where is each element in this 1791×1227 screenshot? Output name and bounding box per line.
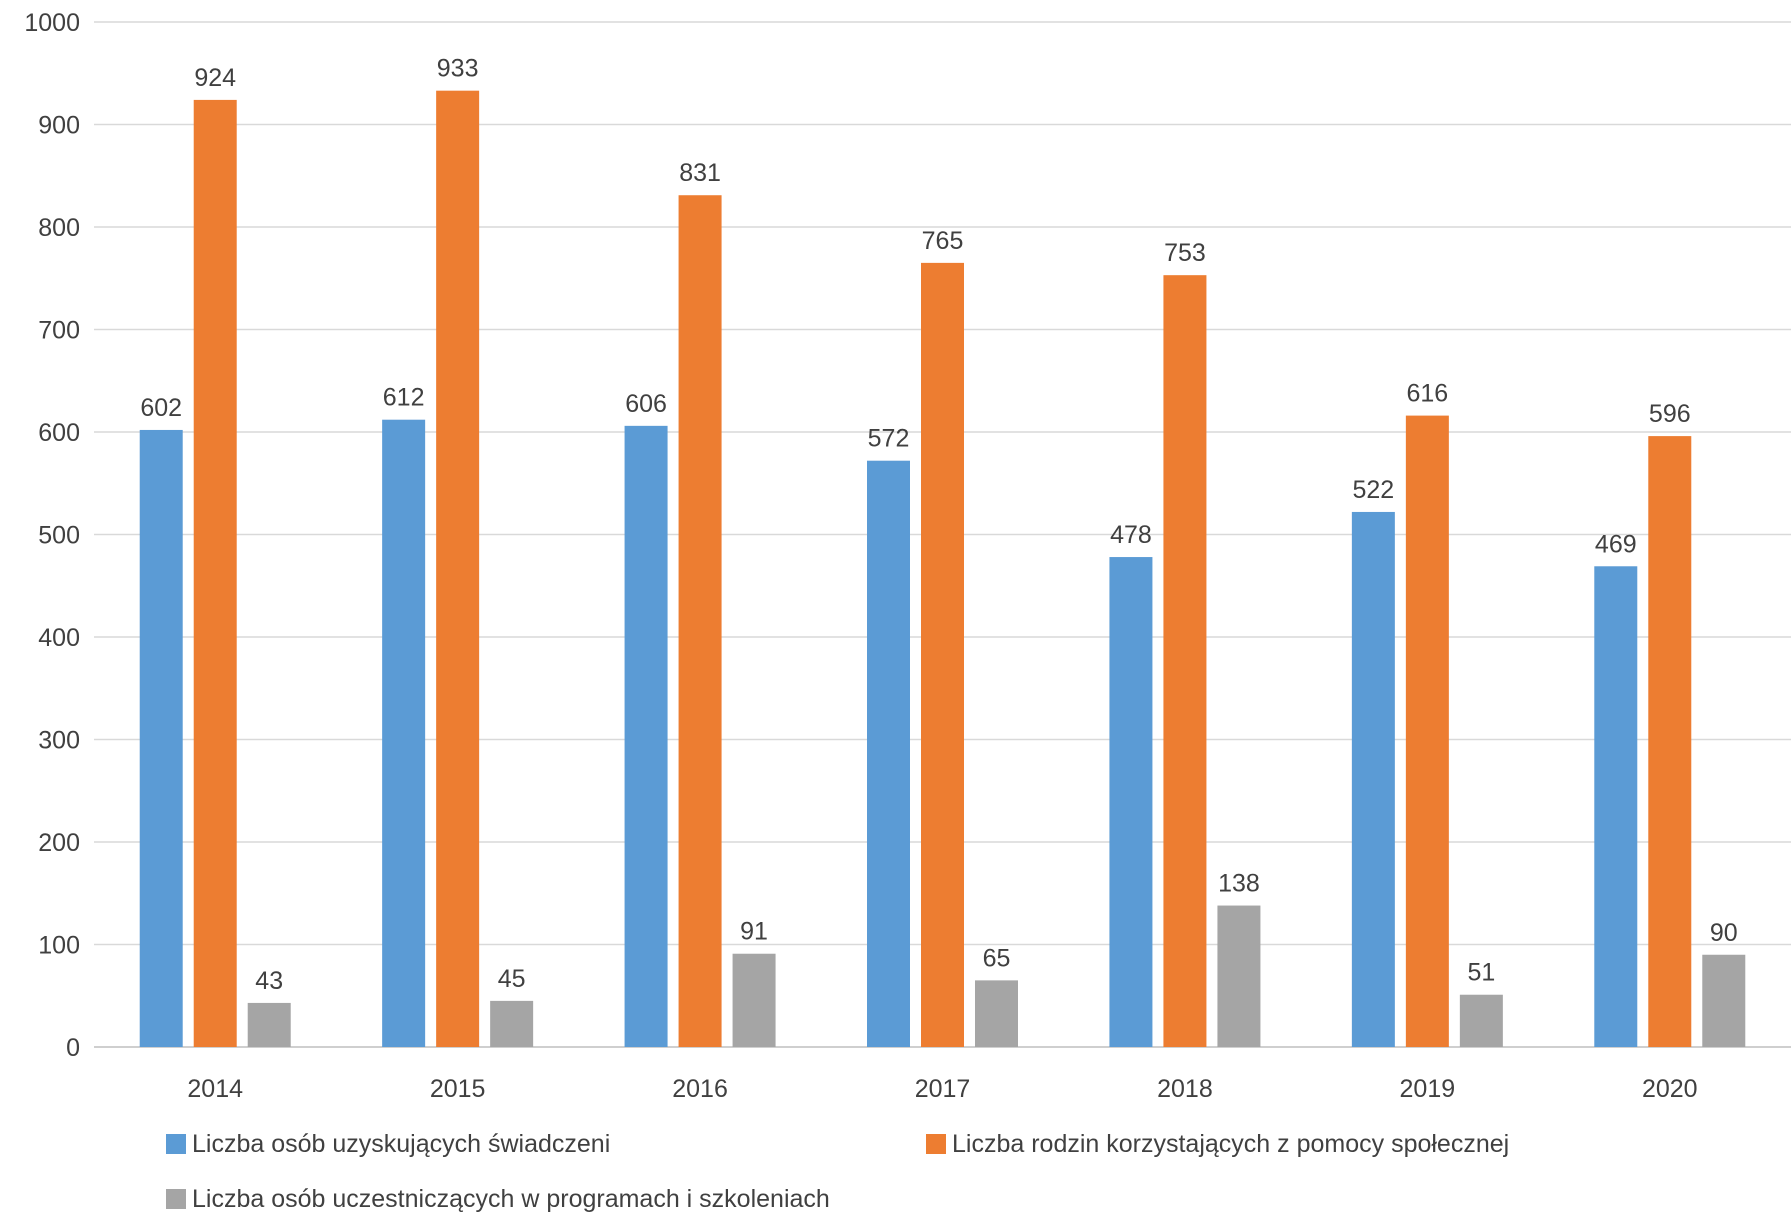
data-label: 90	[1710, 919, 1738, 947]
data-label: 572	[868, 425, 910, 453]
data-label: 765	[922, 227, 964, 255]
bar-2019-series-3	[1459, 994, 1503, 1047]
data-label: 45	[498, 965, 526, 993]
bar-2015-series-2	[436, 90, 480, 1048]
bars	[139, 90, 1746, 1048]
data-label: 51	[1467, 959, 1495, 987]
bar-2015-series-1	[382, 419, 426, 1047]
bar-2014-series-2	[193, 99, 237, 1047]
y-tick-label: 500	[38, 522, 80, 550]
bar-2018-series-3	[1217, 905, 1261, 1047]
bar-2014-series-3	[247, 1002, 291, 1047]
y-tick-label: 800	[38, 214, 80, 242]
data-label: 612	[383, 384, 425, 412]
y-tick-label: 1000	[24, 9, 80, 37]
data-label: 91	[740, 918, 768, 946]
y-tick-label: 700	[38, 317, 80, 345]
bar-2016-series-2	[678, 195, 722, 1048]
y-tick-label: 200	[38, 829, 80, 857]
x-tick-label: 2017	[915, 1075, 971, 1103]
data-label: 478	[1110, 521, 1152, 549]
legend-swatch-2	[926, 1134, 946, 1154]
bar-2020-series-1	[1594, 566, 1638, 1047]
data-label: 596	[1649, 400, 1691, 428]
bar-2020-series-3	[1702, 954, 1746, 1047]
bar-2017-series-3	[975, 980, 1018, 1047]
legend-label-3: Liczba osób uczestniczących w programach…	[192, 1185, 830, 1213]
x-axis-ticks: 2014 2015 2016 2017 2018 2019 2020	[187, 1075, 1697, 1103]
bar-2017-series-2	[921, 262, 964, 1047]
x-tick-label: 2014	[187, 1075, 243, 1103]
y-tick-label: 600	[38, 419, 80, 447]
legend: Liczba osób uzyskujących świadczeni Liczb…	[166, 1130, 1509, 1213]
data-label: 65	[983, 944, 1011, 972]
legend-swatch-1	[166, 1134, 186, 1154]
bar-2018-series-2	[1163, 275, 1207, 1047]
data-label: 522	[1352, 476, 1394, 504]
data-label: 469	[1595, 530, 1637, 558]
y-axis-ticks: 0 100 200 300 400 500 600 700 800 900 1000	[24, 9, 80, 1062]
data-label: 933	[437, 55, 479, 83]
bar-2017-series-1	[867, 460, 910, 1047]
y-tick-label: 100	[38, 932, 80, 960]
x-tick-label: 2019	[1400, 1075, 1456, 1103]
bar-2019-series-1	[1351, 511, 1395, 1047]
x-tick-label: 2018	[1157, 1075, 1213, 1103]
data-label: 43	[255, 967, 283, 995]
data-label: 753	[1164, 239, 1206, 267]
data-label: 138	[1218, 870, 1260, 898]
legend-swatch-3	[166, 1189, 186, 1209]
bar-2015-series-3	[490, 1000, 534, 1047]
data-label: 616	[1406, 380, 1448, 408]
bar-2016-series-3	[732, 953, 776, 1047]
data-labels: 602 924 43 612 933 45 606 831 91 572 765 65 478 753 13…	[140, 55, 1737, 995]
x-tick-label: 2015	[430, 1075, 486, 1103]
y-tick-label: 0	[66, 1034, 80, 1062]
data-label: 606	[625, 390, 667, 418]
bar-2018-series-1	[1109, 557, 1153, 1047]
y-tick-label: 300	[38, 727, 80, 755]
legend-label-2: Liczba rodzin korzystających z pomocy sp…	[952, 1130, 1509, 1158]
bar-2019-series-2	[1405, 415, 1449, 1048]
bar-2014-series-1	[139, 429, 183, 1047]
data-label: 602	[140, 394, 182, 422]
y-tick-label: 400	[38, 624, 80, 652]
data-label: 831	[679, 159, 721, 187]
bar-2020-series-2	[1648, 436, 1692, 1048]
bar-2016-series-1	[624, 425, 668, 1048]
y-tick-label: 900	[38, 112, 80, 140]
x-tick-label: 2020	[1642, 1075, 1698, 1103]
data-label: 924	[194, 64, 236, 92]
x-tick-label: 2016	[672, 1075, 728, 1103]
legend-label-1: Liczba osób uzyskujących świadczeni	[192, 1130, 610, 1158]
